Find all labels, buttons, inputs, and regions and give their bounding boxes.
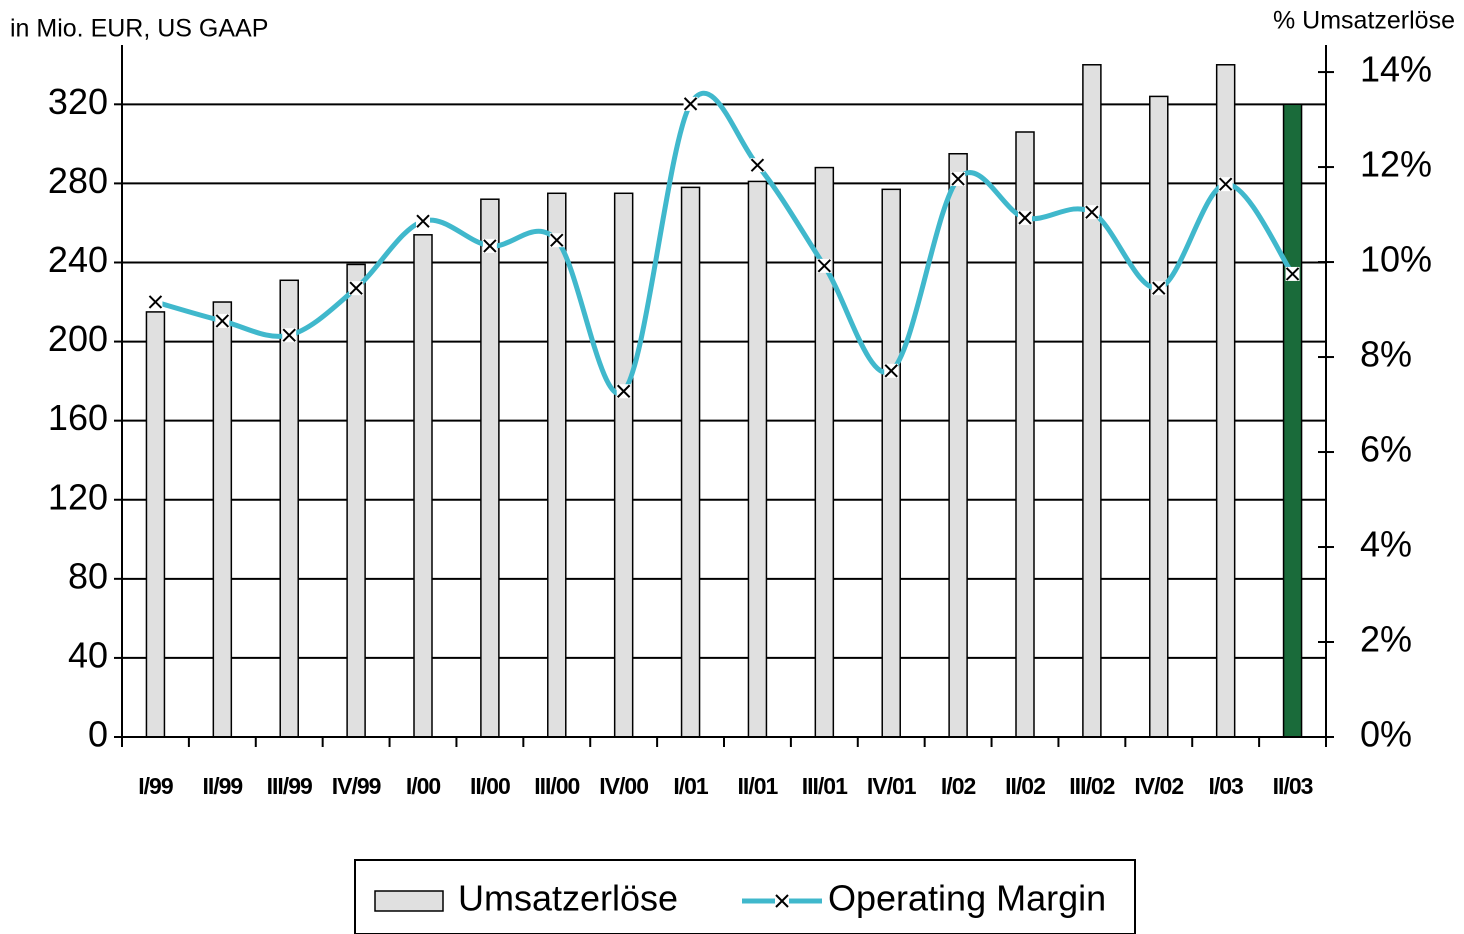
marker-x	[1085, 205, 1099, 219]
marker-x	[550, 233, 564, 247]
bar	[279, 279, 299, 738]
x-tick-label: IV/00	[599, 773, 648, 799]
line-marker	[282, 328, 297, 343]
marker-x	[750, 158, 765, 172]
x-tick-label: IV/99	[332, 773, 381, 799]
marker-x	[416, 214, 430, 228]
x-tick-label: I/01	[673, 773, 709, 799]
bar	[613, 192, 634, 738]
line-marker	[884, 363, 899, 378]
line-marker	[349, 281, 364, 296]
y2-tick-label: 8%	[1360, 334, 1412, 375]
y2-tick-label: 14%	[1360, 49, 1432, 90]
x-tick-label: II/00	[470, 773, 510, 799]
line-marker	[775, 894, 789, 908]
marker-x	[775, 894, 789, 908]
marker-x	[1285, 267, 1300, 281]
bar	[1215, 64, 1236, 738]
bar	[212, 301, 233, 738]
x-tick-label: III/02	[1069, 773, 1114, 799]
y-tick-label: 320	[48, 81, 108, 122]
y2-tick-label: 12%	[1360, 144, 1432, 185]
legend-swatch	[374, 890, 444, 912]
legend-label: Umsatzerlöse	[458, 878, 678, 919]
x-tick-label: II/99	[202, 773, 242, 799]
y-tick-label: 240	[48, 239, 108, 280]
x-tick-label: I/03	[1208, 773, 1243, 799]
line-marker	[1285, 266, 1300, 281]
bar	[1082, 64, 1102, 738]
x-tick-label: II/02	[1005, 773, 1045, 799]
line-marker	[750, 158, 765, 173]
marker-x	[683, 97, 698, 111]
legend-box	[354, 859, 1136, 934]
line-marker	[1218, 177, 1233, 192]
marker-x	[884, 364, 898, 378]
x-tick-label: IV/02	[1134, 773, 1183, 799]
bar	[881, 188, 901, 738]
marker-x	[349, 281, 363, 295]
x-tick-label: I/00	[406, 773, 441, 799]
marker-x	[817, 259, 832, 273]
line-marker	[215, 313, 230, 328]
y2-tick-label: 2%	[1360, 619, 1412, 660]
y-tick-label: 120	[48, 476, 108, 517]
y-tick-label: 280	[48, 160, 108, 201]
marker-x	[215, 314, 230, 328]
bar	[1149, 95, 1169, 738]
marker-x	[282, 328, 296, 342]
y-axis-label: in Mio. EUR, US GAAP	[10, 15, 268, 43]
marker-x	[1018, 211, 1032, 225]
line	[154, 90, 1295, 397]
marker-x	[1152, 281, 1166, 295]
x-tick-label: III/00	[534, 773, 579, 799]
y2-tick-label: 0%	[1360, 714, 1412, 755]
bar	[747, 180, 768, 738]
y2-tick-label: 10%	[1360, 239, 1432, 280]
marker-x	[951, 172, 965, 186]
line-marker	[482, 238, 497, 253]
x-tick-label: III/99	[267, 773, 312, 799]
bar	[547, 192, 567, 738]
line-marker	[549, 233, 564, 248]
line-marker	[1018, 210, 1032, 225]
marker-x	[483, 239, 497, 253]
x-tick-label: IV/01	[867, 773, 917, 799]
bar	[1282, 103, 1303, 738]
bar	[948, 152, 968, 738]
y2-tick-label: 6%	[1360, 429, 1412, 470]
bar	[680, 186, 701, 738]
line-marker	[416, 214, 430, 229]
x-tick-label: I/99	[138, 773, 173, 799]
bar	[346, 263, 366, 738]
line-marker	[1084, 205, 1099, 220]
y-tick-label: 200	[48, 318, 108, 359]
bar	[413, 234, 433, 738]
y-tick-label: 40	[68, 634, 108, 675]
marker-x	[1218, 177, 1233, 191]
marker-x	[616, 384, 631, 398]
line-marker	[817, 258, 832, 273]
x-tick-label: II/01	[738, 773, 779, 799]
line-marker	[148, 294, 163, 309]
y-tick-label: 80	[68, 555, 108, 596]
line-marker	[951, 171, 966, 186]
marker-x	[148, 295, 163, 309]
line-marker	[1151, 281, 1166, 296]
y2-tick-label: 4%	[1360, 524, 1412, 565]
bar	[480, 198, 500, 738]
bar	[145, 311, 166, 738]
line-marker	[616, 384, 631, 399]
x-tick-label: I/02	[941, 773, 976, 799]
x-tick-label: II/03	[1273, 773, 1313, 799]
x-tick-label: III/01	[802, 773, 848, 799]
y-tick-label: 160	[48, 397, 108, 438]
y2-axis-label: % Umsatzerlöse	[1273, 7, 1455, 35]
legend-label: Operating Margin	[828, 878, 1106, 919]
line-marker	[683, 96, 698, 111]
y-tick-label: 0	[88, 714, 108, 755]
